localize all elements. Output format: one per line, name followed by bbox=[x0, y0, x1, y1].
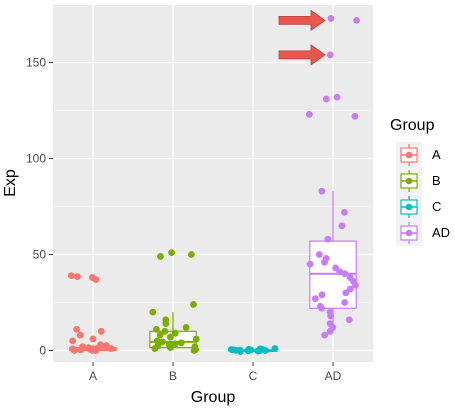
data-point-AD bbox=[341, 299, 349, 306]
data-point-B bbox=[188, 251, 195, 258]
data-point-AD bbox=[318, 291, 326, 299]
legend-key-point bbox=[405, 229, 413, 237]
data-point-B bbox=[168, 249, 175, 256]
data-point-A bbox=[89, 335, 97, 343]
data-point-B bbox=[182, 324, 190, 331]
data-point-B bbox=[161, 327, 169, 335]
data-point-A bbox=[68, 272, 75, 280]
data-point-AD bbox=[305, 111, 313, 118]
arrow-annotation-1 bbox=[278, 9, 326, 32]
data-point-B bbox=[190, 301, 197, 308]
y-tick-label: 150 bbox=[26, 56, 46, 70]
data-point-C bbox=[256, 345, 264, 353]
data-point-B bbox=[171, 329, 179, 337]
data-point-B bbox=[172, 340, 179, 348]
legend-key-point bbox=[405, 177, 413, 185]
legend-key-point bbox=[405, 203, 413, 211]
data-point-A bbox=[76, 331, 84, 339]
legend-key-point bbox=[405, 151, 413, 159]
y-tick-label: 0 bbox=[39, 343, 46, 357]
legend-label: B bbox=[432, 173, 441, 188]
legend-entry-AD: AD bbox=[396, 220, 450, 246]
data-point-B bbox=[177, 339, 185, 347]
data-point-AD bbox=[346, 285, 354, 293]
data-point-AD bbox=[326, 320, 334, 328]
x-axis-title: Group bbox=[191, 389, 236, 406]
data-point-AD bbox=[353, 16, 360, 24]
data-point-B bbox=[156, 331, 164, 339]
grid-lines bbox=[53, 5, 373, 362]
data-point-AD bbox=[322, 254, 330, 262]
x-tick-label: AD bbox=[325, 369, 342, 383]
data-point-A bbox=[88, 274, 96, 281]
data-point-AD bbox=[322, 95, 330, 103]
data-point-AD bbox=[333, 93, 341, 101]
data-point-A bbox=[103, 342, 110, 350]
data-point-A bbox=[85, 344, 93, 352]
y-axis-title: Exp bbox=[2, 169, 19, 197]
data-point-B bbox=[157, 253, 164, 260]
data-point-C bbox=[271, 345, 279, 352]
data-point-C bbox=[245, 345, 253, 353]
data-point-A bbox=[97, 327, 105, 335]
data-point-A bbox=[69, 337, 77, 345]
legend-title: Group bbox=[390, 117, 435, 134]
x-tick-label: A bbox=[89, 369, 97, 383]
data-point-AD bbox=[345, 316, 353, 324]
arrow-shape bbox=[278, 9, 326, 32]
y-tick-label: 100 bbox=[26, 152, 46, 166]
data-point-A bbox=[73, 325, 80, 333]
data-point-B bbox=[159, 338, 166, 346]
legend-label: AD bbox=[432, 225, 450, 240]
data-point-C bbox=[236, 346, 244, 354]
legend-entry-A: A bbox=[396, 142, 441, 168]
data-point-B bbox=[153, 337, 161, 345]
data-point-AD bbox=[311, 295, 319, 303]
data-point-A bbox=[74, 273, 81, 280]
x-tick-label: C bbox=[249, 369, 258, 383]
data-point-B bbox=[191, 343, 199, 351]
data-point-AD bbox=[341, 270, 349, 278]
points-layer bbox=[68, 15, 360, 355]
y-tick-label: 50 bbox=[33, 248, 47, 262]
data-point-AD bbox=[342, 289, 350, 297]
data-point-AD bbox=[326, 308, 334, 316]
x-tick-label: B bbox=[169, 369, 177, 383]
data-point-AD bbox=[340, 208, 348, 216]
legend-entry-B: B bbox=[396, 168, 441, 194]
data-point-B bbox=[166, 333, 174, 341]
data-point-B bbox=[165, 341, 173, 349]
legend-entry-C: C bbox=[396, 194, 441, 220]
legend-label: A bbox=[432, 147, 441, 162]
data-point-AD bbox=[324, 235, 332, 243]
data-point-AD bbox=[316, 302, 324, 310]
data-point-B bbox=[152, 325, 160, 333]
data-point-AD bbox=[315, 251, 323, 258]
data-point-AD bbox=[338, 222, 346, 230]
arrow-shape bbox=[278, 44, 326, 66]
data-point-B bbox=[162, 316, 170, 324]
legend-label: C bbox=[432, 199, 441, 214]
data-point-A bbox=[79, 343, 87, 351]
arrow-annotation-2 bbox=[278, 44, 326, 66]
data-point-B bbox=[192, 335, 200, 343]
data-point-AD bbox=[306, 260, 314, 268]
axes: 0 50 100 150 A B C AD bbox=[26, 56, 342, 383]
annotation-layer bbox=[278, 9, 326, 66]
data-point-AD bbox=[351, 112, 359, 120]
data-point-AD bbox=[346, 274, 354, 281]
data-point-B bbox=[149, 308, 157, 316]
data-point-A bbox=[69, 345, 77, 353]
data-point-AD bbox=[318, 187, 326, 195]
legend: Group ABC AD bbox=[390, 117, 450, 246]
data-point-AD bbox=[321, 331, 328, 339]
data-point-AD bbox=[327, 15, 335, 22]
data-point-C bbox=[227, 346, 235, 353]
data-point-A bbox=[97, 341, 104, 349]
data-point-AD bbox=[332, 264, 340, 272]
data-point-AD bbox=[326, 51, 334, 59]
